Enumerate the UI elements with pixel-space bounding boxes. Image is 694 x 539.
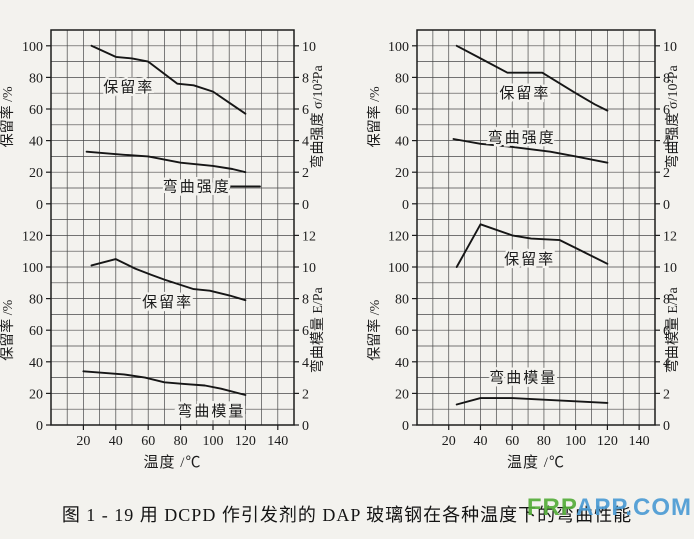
svg-text:60: 60 bbox=[395, 324, 409, 339]
svg-text:保留率: 保留率 bbox=[142, 294, 193, 311]
svg-text:弯曲强度: 弯曲强度 bbox=[488, 129, 556, 146]
svg-text:2: 2 bbox=[302, 166, 309, 181]
svg-text:弯曲强度 σ/10²Pa: 弯曲强度 σ/10²Pa bbox=[664, 65, 681, 169]
svg-text:120: 120 bbox=[388, 229, 409, 244]
svg-text:0: 0 bbox=[402, 198, 409, 213]
svg-text:60: 60 bbox=[141, 434, 155, 449]
svg-text:弯曲强度: 弯曲强度 bbox=[163, 178, 231, 195]
svg-text:保留率 /%: 保留率 /% bbox=[366, 86, 383, 147]
svg-text:8: 8 bbox=[302, 71, 309, 86]
svg-text:100: 100 bbox=[22, 40, 43, 55]
svg-text:80: 80 bbox=[395, 71, 409, 86]
svg-text:0: 0 bbox=[402, 419, 409, 434]
svg-text:10: 10 bbox=[302, 40, 316, 55]
svg-text:0: 0 bbox=[663, 198, 670, 213]
svg-text:弯曲模量: 弯曲模量 bbox=[489, 370, 557, 387]
svg-text:2: 2 bbox=[663, 166, 670, 181]
svg-text:100: 100 bbox=[565, 434, 586, 449]
svg-text:40: 40 bbox=[109, 434, 123, 449]
svg-text:保留率: 保留率 bbox=[504, 251, 555, 268]
svg-text:6: 6 bbox=[663, 103, 670, 118]
figure-caption: 图 1 - 19 用 DCPD 作引发剂的 DAP 玻璃钢在各种温度下的弯曲性能 bbox=[61, 505, 633, 525]
svg-text:80: 80 bbox=[29, 293, 43, 308]
svg-text:2: 2 bbox=[302, 387, 309, 402]
svg-text:4: 4 bbox=[663, 135, 670, 150]
svg-text:20: 20 bbox=[395, 166, 409, 181]
svg-text:60: 60 bbox=[29, 324, 43, 339]
svg-text:4: 4 bbox=[663, 356, 670, 371]
svg-text:2: 2 bbox=[663, 387, 670, 402]
svg-text:10: 10 bbox=[663, 40, 677, 55]
svg-text:12: 12 bbox=[302, 229, 316, 244]
svg-text:120: 120 bbox=[597, 434, 618, 449]
svg-text:120: 120 bbox=[22, 229, 43, 244]
svg-text:60: 60 bbox=[505, 434, 519, 449]
svg-text:80: 80 bbox=[174, 434, 188, 449]
chart-right: 0 0 20 2 40 4 60 6 80 8 100 10 保留率 /% 弯曲强度 σ/10²Pa 0 0 2… bbox=[366, 29, 681, 471]
svg-text:4: 4 bbox=[302, 356, 309, 371]
svg-text:100: 100 bbox=[388, 40, 409, 55]
watermark-frpapp: FRPAPP.COM bbox=[527, 494, 692, 522]
svg-text:80: 80 bbox=[29, 71, 43, 86]
svg-text:温度 /℃: 温度 /℃ bbox=[144, 454, 202, 471]
svg-text:80: 80 bbox=[395, 293, 409, 308]
svg-text:0: 0 bbox=[36, 198, 43, 213]
svg-text:0: 0 bbox=[302, 198, 309, 213]
svg-text:20: 20 bbox=[395, 387, 409, 402]
svg-text:保留率 /%: 保留率 /% bbox=[0, 299, 16, 360]
svg-text:12: 12 bbox=[663, 229, 677, 244]
svg-text:80: 80 bbox=[537, 434, 551, 449]
svg-text:40: 40 bbox=[395, 135, 409, 150]
chart-left: 0 0 20 2 40 4 60 6 80 8 100 10 保留率 /% 弯曲强度 σ/10²Pa 0 0 2… bbox=[0, 29, 326, 471]
svg-text:弯曲模量: 弯曲模量 bbox=[177, 403, 245, 420]
svg-text:弯曲强度 σ/10²Pa: 弯曲强度 σ/10²Pa bbox=[309, 65, 326, 169]
svg-text:20: 20 bbox=[442, 434, 456, 449]
svg-text:8: 8 bbox=[663, 71, 670, 86]
svg-text:100: 100 bbox=[203, 434, 224, 449]
svg-text:6: 6 bbox=[302, 103, 309, 118]
svg-text:140: 140 bbox=[629, 434, 650, 449]
svg-text:弯曲模量 E/Pa: 弯曲模量 E/Pa bbox=[664, 286, 681, 373]
svg-text:6: 6 bbox=[663, 324, 670, 339]
svg-text:保留率: 保留率 bbox=[499, 85, 550, 102]
svg-text:20: 20 bbox=[29, 387, 43, 402]
svg-text:40: 40 bbox=[29, 135, 43, 150]
svg-text:60: 60 bbox=[29, 103, 43, 118]
svg-text:保留率: 保留率 bbox=[103, 79, 154, 96]
svg-text:0: 0 bbox=[36, 419, 43, 434]
svg-text:弯曲模量 E/Pa: 弯曲模量 E/Pa bbox=[309, 286, 326, 373]
svg-text:温度 /℃: 温度 /℃ bbox=[507, 454, 565, 471]
svg-text:40: 40 bbox=[29, 356, 43, 371]
svg-text:6: 6 bbox=[302, 324, 309, 339]
svg-text:8: 8 bbox=[302, 293, 309, 308]
svg-text:保留率 /%: 保留率 /% bbox=[0, 86, 16, 147]
svg-text:0: 0 bbox=[663, 419, 670, 434]
svg-text:保留率 /%: 保留率 /% bbox=[366, 299, 383, 360]
watermark-blue-part: APP.COM bbox=[576, 494, 692, 521]
svg-text:140: 140 bbox=[267, 434, 288, 449]
svg-text:120: 120 bbox=[235, 434, 256, 449]
svg-text:20: 20 bbox=[76, 434, 90, 449]
svg-text:4: 4 bbox=[302, 135, 309, 150]
svg-text:20: 20 bbox=[29, 166, 43, 181]
svg-text:0: 0 bbox=[302, 419, 309, 434]
svg-text:100: 100 bbox=[388, 261, 409, 276]
svg-text:10: 10 bbox=[663, 261, 677, 276]
svg-text:60: 60 bbox=[395, 103, 409, 118]
svg-text:40: 40 bbox=[473, 434, 487, 449]
svg-text:40: 40 bbox=[395, 356, 409, 371]
watermark-green-part: FRP bbox=[526, 494, 577, 521]
svg-text:100: 100 bbox=[22, 261, 43, 276]
charts-row: 0 0 20 2 40 4 60 6 80 8 100 10 保留率 /% 弯曲强度 σ/10²Pa 0 0 2… bbox=[0, 29, 681, 471]
svg-text:10: 10 bbox=[302, 261, 316, 276]
svg-text:8: 8 bbox=[663, 293, 670, 308]
